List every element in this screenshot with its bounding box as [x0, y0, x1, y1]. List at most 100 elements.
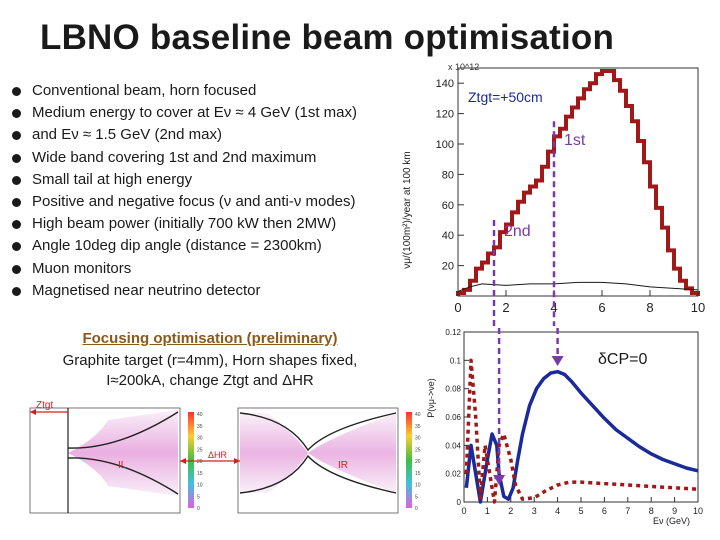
- delta-arrow-head-right: [234, 458, 240, 464]
- prob-x-tick-label: 6: [602, 506, 607, 516]
- marker-arrow-head: [493, 475, 506, 485]
- il-label: IL: [118, 460, 127, 471]
- prob-x-tick-label: 5: [578, 506, 583, 516]
- flux-multiplier: x 10^12: [448, 62, 479, 72]
- focus-line: I≈200kA, change Ztgt and ΔHR: [106, 372, 314, 389]
- left-horn-conductor-bottom: [67, 457, 179, 495]
- focus-line: Graphite target (r=4mm), Horn shapes fix…: [62, 352, 358, 369]
- flux-chart: x 10^12 Ztgt=+50cm νμ/(100m²)/year at 10…: [402, 62, 705, 326]
- left-scale-ticks: 40 35 30 25 20 15 10 5 0: [197, 412, 203, 512]
- probability-chart: δCP=0 P(νμ->νe) Eν (GeV) 0 1 2 3 4 5 6 7 8 9 10 0 0.…: [426, 328, 703, 526]
- scale-tick-label: 35: [415, 424, 421, 430]
- prob-x-tick-label: 0: [461, 506, 466, 516]
- left-color-scale: [188, 412, 194, 508]
- flux-y-tick-label: 60: [442, 200, 454, 212]
- bullet-list: Conventional beam, horn focused Medium e…: [12, 80, 452, 302]
- scale-tick-label: 40: [415, 412, 421, 418]
- flux-x-tick-label: 4: [550, 300, 557, 315]
- prob-y-tick-label: 0: [457, 498, 462, 507]
- flux-y-tick-label: 40: [442, 230, 454, 242]
- scale-tick-label: 40: [197, 412, 203, 418]
- flux-x-tick-label: 0: [454, 300, 461, 315]
- scale-tick-label: 5: [415, 494, 418, 500]
- flux-y-label: νμ/(100m²)/year at 100 km: [402, 151, 413, 268]
- prob-x-tick-label: 7: [625, 506, 630, 516]
- bullet-item: Muon monitors: [12, 258, 452, 280]
- scale-tick-label: 15: [197, 471, 203, 477]
- scale-tick-label: 20: [415, 459, 421, 465]
- prob-y-tick-label: 0.08: [445, 385, 461, 394]
- scale-tick-label: 10: [197, 483, 203, 489]
- prob-x-tick-label: 1: [485, 506, 490, 516]
- bullet-item: Angle 10deg dip angle (distance = 2300km…: [12, 235, 452, 257]
- left-horn-conductor-top: [67, 411, 179, 449]
- scale-tick-label: 20: [197, 459, 203, 465]
- focus-heading: Focusing optimisation (preliminary): [82, 330, 338, 347]
- flux-tail-series: [457, 281, 699, 292]
- scale-tick-label: 35: [197, 424, 203, 430]
- prob-x-tick-label: 2: [508, 506, 513, 516]
- prob-y-tick-label: 0.06: [445, 413, 461, 422]
- bullet-item: Conventional beam, horn focused: [12, 80, 452, 102]
- ztgt-arrow-head: [30, 409, 36, 415]
- flux-plot-area: [457, 67, 699, 297]
- flux-x-tick-label: 2: [502, 300, 509, 315]
- scale-tick-label: 30: [197, 436, 203, 442]
- prob-y-tick-label: 0.02: [445, 470, 461, 479]
- right-field-region-b: [308, 413, 396, 493]
- flux-x-tick-label: 10: [691, 300, 705, 315]
- bullet-item: Medium energy to cover at Eν ≈ 4 GeV (1s…: [12, 102, 452, 124]
- flux-y-tick-label: 140: [436, 78, 454, 90]
- delta-hr-label: ΔHR: [208, 450, 228, 460]
- ir-label: IR: [338, 460, 348, 471]
- prob-y-tick-label: 0.1: [450, 356, 462, 365]
- prob-annotation: δCP=0: [598, 351, 647, 368]
- marker-label: 2nd: [504, 223, 531, 240]
- flux-y-tick-label: 100: [436, 139, 454, 151]
- ztgt-label: Ztgt: [36, 400, 53, 411]
- prob-plot-area: [463, 331, 699, 503]
- flux-histogram-series: [456, 69, 700, 296]
- prob-y-tick-label: 0.12: [445, 328, 461, 337]
- prob-x-tick-label: 3: [532, 506, 537, 516]
- right-color-scale: [406, 412, 412, 508]
- flux-y-tick-label: 80: [442, 169, 454, 181]
- left-field-region: [68, 410, 178, 496]
- flux-x-tick-label: 8: [646, 300, 653, 315]
- right-field-region-a: [240, 413, 308, 493]
- marker-arrow-head: [551, 356, 564, 366]
- scale-tick-label: 30: [415, 436, 421, 442]
- prob-y-tick-label: 0.04: [445, 441, 461, 450]
- bullet-item: High beam power (initially 700 kW then 2…: [12, 213, 452, 235]
- scale-tick-label: 5: [197, 494, 200, 500]
- prob-antinu-series: [464, 358, 699, 504]
- bullet-item: Wide band covering 1st and 2nd maximum: [12, 147, 452, 169]
- marker-label: 1st: [564, 132, 586, 149]
- prob-x-tick-label: 4: [555, 506, 560, 516]
- flux-x-tick-label: 6: [598, 300, 605, 315]
- scale-tick-label: 25: [415, 447, 421, 453]
- flux-y-tick-label: 120: [436, 109, 454, 121]
- right-horn-conductor-bottom: [239, 454, 397, 494]
- prob-x-tick-label: 9: [672, 506, 677, 516]
- delta-arrow-head-left: [180, 458, 186, 464]
- scale-tick-label: 10: [415, 483, 421, 489]
- bullet-item: and Eν ≈ 1.5 GeV (2nd max): [12, 124, 452, 146]
- slide-title: LBNO baseline beam optimisation: [40, 18, 615, 57]
- bullet-item: Positive and negative focus (ν and anti-…: [12, 191, 452, 213]
- horn-field-plots: 40 35 30 25 20 15 10 5 0 40 35 30 25 20 15 10 5 0 Ztgt Δ…: [29, 400, 421, 514]
- bullet-item: Magnetised near neutrino detector: [12, 280, 452, 302]
- scale-tick-label: 25: [197, 447, 203, 453]
- prob-x-tick-label: 8: [649, 506, 654, 516]
- flux-annotation: Ztgt=+50cm: [468, 89, 543, 105]
- flux-y-tick-label: 20: [442, 261, 454, 273]
- prob-y-label: P(νμ->νe): [426, 378, 436, 417]
- right-horn-conductor-top: [239, 412, 397, 452]
- right-scale-ticks: 40 35 30 25 20 15 10 5 0: [415, 412, 421, 512]
- scale-tick-label: 0: [415, 506, 418, 512]
- bullet-item: Small tail at high energy: [12, 169, 452, 191]
- scale-tick-label: 0: [197, 506, 200, 512]
- prob-x-tick-label: 10: [693, 506, 703, 516]
- scale-tick-label: 15: [415, 471, 421, 477]
- prob-x-label: Eν (GeV): [653, 516, 690, 526]
